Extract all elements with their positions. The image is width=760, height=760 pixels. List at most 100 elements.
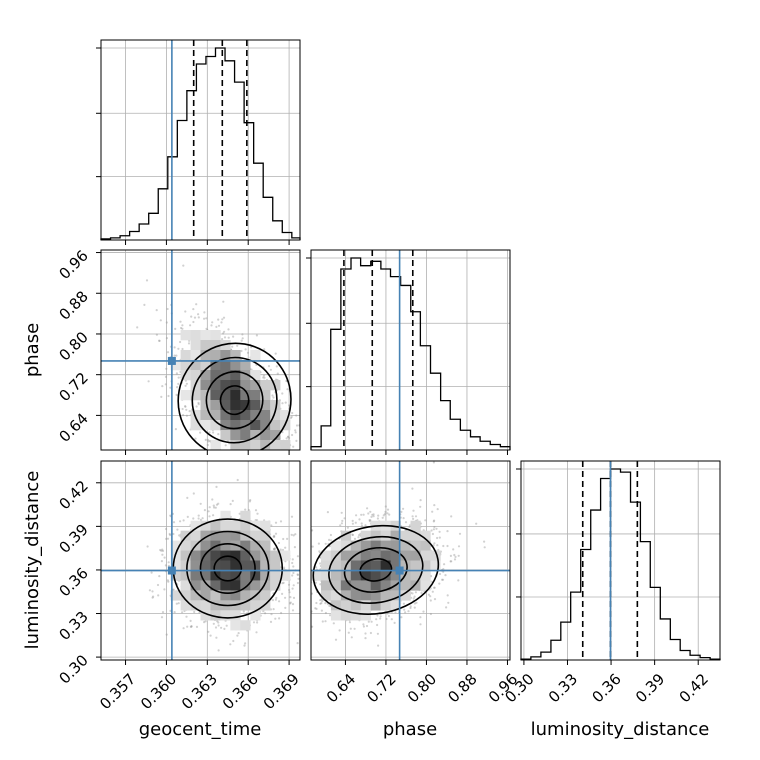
scatter-point xyxy=(185,414,188,417)
scatter-point xyxy=(311,625,314,628)
scatter-point xyxy=(208,515,211,518)
scatter-point xyxy=(295,439,298,442)
density-cell xyxy=(220,540,231,551)
scatter-point xyxy=(217,624,220,627)
scatter-point xyxy=(181,324,184,327)
density-cell xyxy=(270,410,281,421)
density-cell xyxy=(200,420,211,431)
scatter-point xyxy=(295,414,298,417)
scatter-point xyxy=(281,392,284,395)
scatter-point xyxy=(285,437,288,440)
scatter-point xyxy=(296,555,299,558)
scatter-point xyxy=(186,496,189,499)
density-cell xyxy=(180,580,191,591)
scatter-point xyxy=(215,636,218,639)
density-cell xyxy=(230,590,241,601)
scatter-point xyxy=(207,630,210,633)
scatter-point xyxy=(350,636,353,639)
scatter-point xyxy=(182,627,185,630)
scatter-point xyxy=(270,613,273,616)
scatter-point xyxy=(176,528,179,531)
density-cell xyxy=(210,330,221,341)
scatter-point xyxy=(217,318,220,321)
scatter-point xyxy=(232,639,235,643)
density-cell xyxy=(250,580,261,591)
scatter-point xyxy=(296,573,299,576)
density-cell xyxy=(260,440,271,450)
truth-marker xyxy=(167,566,176,575)
scatter-point xyxy=(240,349,243,353)
scatter-panel-geocent_time-phase xyxy=(101,250,300,450)
scatter-point xyxy=(203,509,206,512)
scatter-point xyxy=(366,507,369,510)
scatter-point xyxy=(292,571,295,575)
density-cell xyxy=(210,600,221,611)
density-cell xyxy=(230,570,241,581)
scatter-point xyxy=(159,319,162,322)
density-cell xyxy=(280,550,291,561)
scatter-point xyxy=(164,383,167,386)
scatter-point xyxy=(262,376,265,379)
scatter-point xyxy=(160,549,163,552)
density-cell xyxy=(220,530,231,541)
scatter-point xyxy=(244,642,247,645)
density-cell xyxy=(260,600,271,611)
scatter-point xyxy=(189,324,192,327)
scatter-point xyxy=(197,401,200,404)
scatter-point xyxy=(206,438,210,441)
scatter-point xyxy=(255,631,258,634)
scatter-point xyxy=(254,509,258,512)
scatter-point xyxy=(192,492,195,495)
density-cell xyxy=(170,540,181,551)
scatter-point xyxy=(151,596,154,599)
scatter-point xyxy=(272,535,275,538)
scatter-point xyxy=(160,616,164,619)
density-cell xyxy=(190,330,201,341)
density-cell xyxy=(230,420,241,431)
density-cell xyxy=(200,340,211,351)
scatter-point xyxy=(184,405,187,408)
scatter-point xyxy=(169,533,172,537)
scatter-point xyxy=(256,512,259,515)
density-cell xyxy=(180,390,191,401)
scatter-point xyxy=(264,612,267,615)
scatter-point xyxy=(163,556,166,559)
scatter-point xyxy=(290,515,294,518)
density-cell xyxy=(270,430,281,441)
density-cell xyxy=(220,570,231,581)
scatter-point xyxy=(152,595,155,598)
scatter-point xyxy=(167,561,170,564)
scatter-point xyxy=(269,620,273,624)
scatter-point xyxy=(157,594,160,597)
scatter-point xyxy=(250,346,253,349)
density-cell xyxy=(230,560,241,571)
scatter-point xyxy=(169,386,172,389)
scatter-point xyxy=(211,498,214,501)
density-cell xyxy=(250,610,261,621)
density-cell xyxy=(170,560,181,571)
density-cell xyxy=(260,560,271,571)
scatter-point xyxy=(276,372,279,375)
density-cell xyxy=(230,540,241,551)
scatter-point xyxy=(216,620,219,623)
scatter-point xyxy=(376,517,379,520)
scatter-point xyxy=(222,300,225,303)
scatter-point xyxy=(222,316,226,319)
scatter-point xyxy=(431,510,434,513)
scatter-point xyxy=(226,439,229,442)
scatter-point xyxy=(281,402,284,405)
density-cell xyxy=(240,590,251,601)
scatter-point xyxy=(217,433,220,436)
scatter-point xyxy=(205,327,208,330)
scatter-point xyxy=(284,401,287,404)
scatter-point xyxy=(278,600,281,603)
density-cell xyxy=(240,390,251,401)
scatter-point xyxy=(267,365,271,368)
density-cell xyxy=(190,350,201,361)
scatter-point xyxy=(376,623,379,627)
scatter-point xyxy=(215,485,218,488)
density-cell xyxy=(220,340,231,351)
scatter-point xyxy=(145,279,149,282)
density-cell xyxy=(200,570,211,581)
density-cell xyxy=(250,430,261,441)
